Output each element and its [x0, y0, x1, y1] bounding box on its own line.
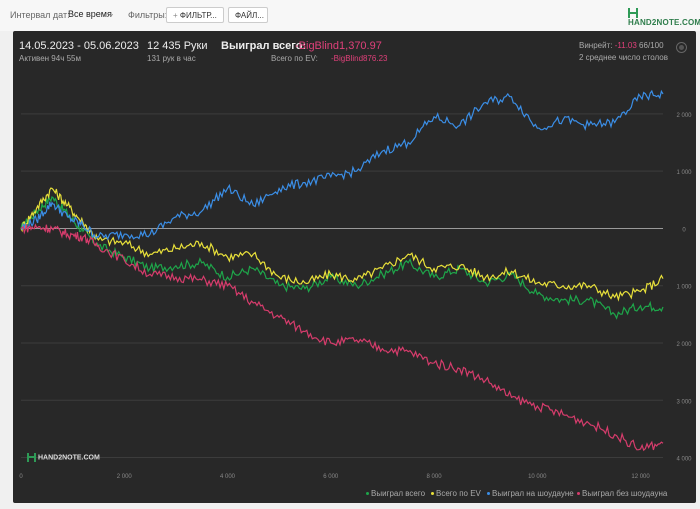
winrate-label: Винрейт: — [579, 41, 613, 50]
filter-button[interactable]: + ФИЛЬТР... — [166, 7, 224, 23]
series-line-1 — [20, 187, 664, 302]
legend-swatch — [366, 492, 369, 496]
gear-icon[interactable] — [676, 42, 687, 53]
x-tick-label: 8 000 — [427, 474, 443, 480]
x-tick-labels: 0 2 000 4 000 6 000 8 000 10 000 12 000 — [19, 474, 650, 480]
x-tick-label: 4 000 — [220, 474, 236, 480]
y-tick-labels: 2 000 1 000 0 1 000 2 000 3 000 4 000 — [676, 113, 692, 463]
graph-panel: 14.05.2023 - 05.06.2023 Активен 94ч 55м … — [13, 31, 696, 503]
filters-label: Фильтры: — [128, 10, 168, 20]
chart-watermark-logo: HAND2NOTE.COM — [27, 453, 100, 462]
file-button-label: ФАЙЛ... — [235, 11, 264, 20]
y-tick-label: 1 000 — [676, 170, 692, 176]
won-total-label: Выиграл всего: — [221, 40, 307, 52]
hands-count: 12 435 Руки — [147, 40, 208, 52]
filter-button-label: ФИЛЬТР... — [179, 11, 217, 20]
grid — [21, 113, 663, 459]
y-tick-label: 3 000 — [676, 399, 692, 405]
legend-item-showdown[interactable]: Выиграл на шоудауне — [487, 489, 574, 498]
hands-per-hour: 131 рук в час — [147, 54, 196, 63]
chevron-down-icon[interactable]: ⌄ — [108, 9, 115, 18]
series-line-3 — [20, 223, 664, 452]
active-time: Активен 94ч 55м — [19, 54, 81, 63]
legend-item-non-showdown[interactable]: Выиграл без шоудауна — [577, 489, 667, 498]
y-tick-label: 2 000 — [676, 113, 692, 119]
hand2note-watermark-icon — [27, 453, 36, 462]
legend-label: Выиграл на шоудауне — [492, 489, 574, 498]
hand2note-logo-icon — [628, 8, 638, 18]
ev-total-label: Всего по EV: — [271, 54, 318, 63]
date-interval-select[interactable]: Все время — [68, 9, 112, 19]
tables-average: 2 среднее число столов — [579, 53, 668, 62]
y-tick-label: 1 000 — [676, 285, 692, 291]
series-lines — [20, 89, 664, 452]
legend-item-ev[interactable]: Всего по EV — [431, 489, 481, 498]
y-tick-label: 2 000 — [676, 342, 692, 348]
file-button[interactable]: ФАЙЛ... — [228, 7, 268, 23]
chart-watermark-text: HAND2NOTE.COM — [38, 454, 100, 462]
y-tick-label: 4 000 — [676, 457, 692, 463]
winrate-value: -11.03 — [614, 41, 637, 50]
x-tick-label: 6 000 — [323, 474, 339, 480]
winrate: Винрейт: -11.03 66/100 — [579, 41, 664, 50]
y-tick-label: 0 — [682, 227, 686, 233]
hand2note-logo-text: HAND2NOTE.COM — [628, 18, 700, 27]
legend-label: Выиграл без шоудауна — [582, 489, 668, 498]
date-interval-label: Интервал дат: — [10, 10, 70, 20]
legend-swatch — [487, 492, 490, 496]
plus-icon: + — [173, 11, 180, 20]
date-range: 14.05.2023 - 05.06.2023 — [19, 40, 139, 52]
legend-swatch — [431, 492, 434, 496]
legend-label: Выиграл всего — [371, 489, 426, 498]
legend-label: Всего по EV — [436, 489, 481, 498]
x-tick-label: 2 000 — [117, 474, 133, 480]
filter-bar: Интервал дат: Все время ⌄ Фильтры: + ФИЛ… — [0, 0, 700, 31]
x-tick-label: 0 — [19, 474, 23, 480]
legend-swatch — [577, 492, 580, 496]
ev-total-value: -BigBlind876.23 — [331, 54, 388, 63]
winrate-suffix: 66/100 — [639, 41, 664, 50]
x-tick-label: 12 000 — [631, 474, 650, 480]
won-total-value: -BigBlind1,370.97 — [295, 40, 382, 52]
legend-item-won[interactable]: Выиграл всего — [366, 489, 425, 498]
x-tick-label: 10 000 — [528, 474, 547, 480]
bankroll-chart: 2 000 1 000 0 1 000 2 000 3 000 4 000 0 2 000 4 … — [19, 89, 692, 480]
hand2note-logo: HAND2NOTE.COM — [628, 8, 700, 27]
series-line-2 — [20, 89, 664, 241]
